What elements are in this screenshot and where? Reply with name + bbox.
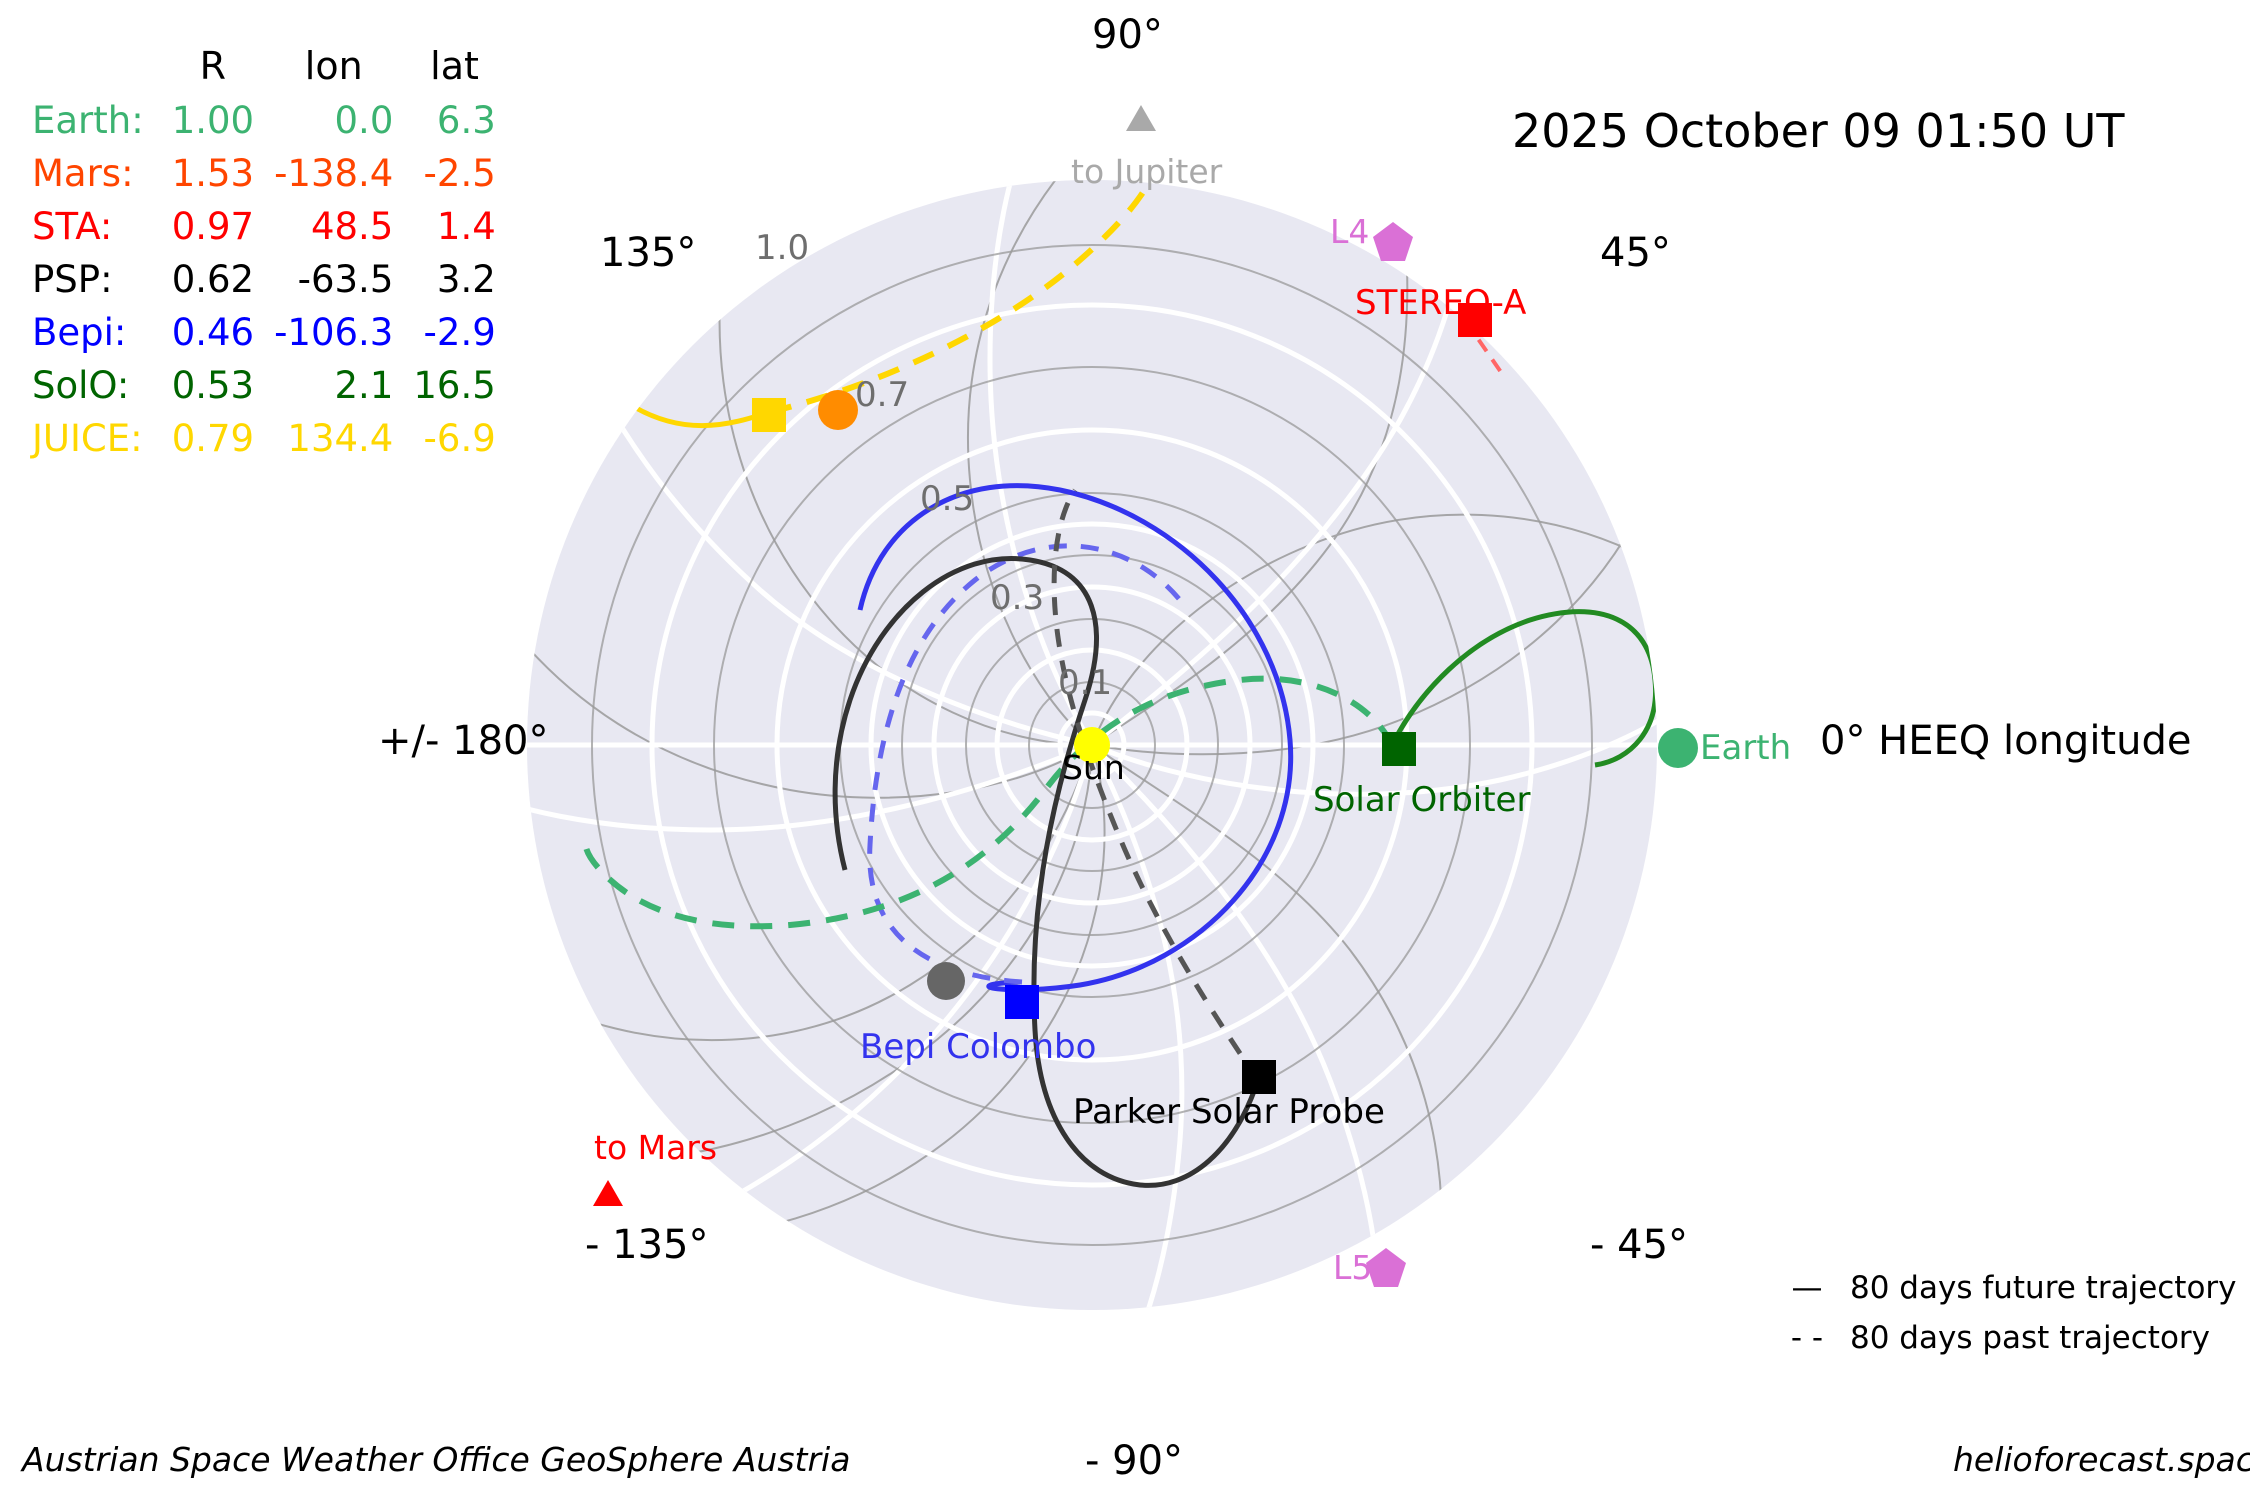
radial-tick-0-7: 0.7	[855, 375, 910, 415]
label-bepi-colombo: Bepi Colombo	[860, 1027, 1097, 1067]
parker-spiral-lines	[527, 180, 1657, 1271]
table-header-row: R lon lat	[14, 44, 506, 94]
footer-website: helioforecast.space	[1953, 1440, 2250, 1479]
label-to-mars: to Mars	[594, 1128, 718, 1167]
label-stereo-a: STEREO-A	[1355, 283, 1527, 323]
row-lat: -6.9	[423, 417, 496, 460]
row-r: 1.53	[171, 152, 255, 195]
trajectory-juice-past	[769, 180, 1158, 415]
dashed-line-icon: - -	[1790, 1320, 1824, 1356]
marker-sun[interactable]	[1074, 727, 1110, 763]
row-lat: 3.2	[436, 258, 496, 301]
range-rings-thin	[591, 244, 1593, 1246]
marker-bepi-colombo[interactable]	[1005, 985, 1039, 1019]
footer-attribution: Austrian Space Weather Office GeoSphere …	[22, 1440, 851, 1479]
table-row: Bepi: 0.46 -106.3 -2.9	[14, 306, 506, 359]
axis-label-180: +/- 180°	[378, 718, 549, 764]
legend-future-label: 80 days future trajectory	[1850, 1270, 2237, 1306]
table-header-lon: lon	[304, 44, 363, 88]
label-to-jupiter: to Jupiter	[1071, 152, 1223, 191]
row-name: JUICE:	[32, 417, 143, 460]
axis-label-minus-45: - 45°	[1590, 1222, 1689, 1268]
radial-tick-0-1: 0.1	[1058, 663, 1113, 703]
row-lat: 16.5	[413, 364, 496, 407]
label-solar-orbiter: Solar Orbiter	[1313, 780, 1531, 820]
marker-stereo-a[interactable]	[1458, 303, 1492, 337]
marker-l4[interactable]	[1373, 222, 1413, 261]
table-row: SolO: 0.53 2.1 16.5	[14, 359, 506, 412]
radial-tick-1-0: 1.0	[755, 228, 810, 268]
label-l4: L4	[1330, 212, 1370, 251]
page-title: 2025 October 09 01:50 UT	[1512, 104, 2125, 158]
solid-line-icon: —	[1791, 1270, 1823, 1306]
row-name: Bepi:	[32, 311, 127, 354]
row-lon: 48.5	[310, 205, 394, 248]
label-parker-solar-probe: Parker Solar Probe	[1073, 1092, 1385, 1132]
table-row: PSP: 0.62 -63.5 3.2	[14, 253, 506, 306]
label-sun: Sun	[1062, 748, 1125, 787]
marker-mercury	[927, 962, 965, 1000]
trajectory-legend: — 80 days future trajectory - - 80 days …	[1780, 1270, 2237, 1370]
legend-item-future: — 80 days future trajectory	[1780, 1270, 2237, 1306]
marker-to-mars	[593, 1180, 623, 1206]
row-lon: 0.0	[334, 99, 394, 142]
row-name: Mars:	[32, 152, 134, 195]
row-lon: 2.1	[334, 364, 394, 407]
trajectory-solo-future	[1389, 609, 1657, 768]
row-r: 0.97	[171, 205, 255, 248]
marker-to-jupiter	[1126, 105, 1156, 131]
trajectory-bepi-future	[857, 483, 1294, 993]
row-r: 0.62	[171, 258, 255, 301]
marker-juice[interactable]	[752, 398, 786, 432]
row-r: 0.79	[171, 417, 255, 460]
legend-item-past: - - 80 days past trajectory	[1780, 1320, 2237, 1356]
table-row: STA: 0.97 48.5 1.4	[14, 200, 506, 253]
row-lat: -2.9	[423, 311, 496, 354]
axis-label-90: 90°	[1092, 12, 1163, 58]
table-row: Earth: 1.00 0.0 6.3	[14, 94, 506, 147]
radial-tick-0-5: 0.5	[920, 479, 975, 519]
row-name: STA:	[32, 205, 113, 248]
label-earth: Earth	[1700, 728, 1792, 768]
marker-orange-body[interactable]	[818, 390, 858, 430]
row-lat: 6.3	[436, 99, 496, 142]
marker-earth[interactable]	[1658, 728, 1698, 768]
axis-label-minus-90: - 90°	[1085, 1438, 1184, 1484]
row-lon: -63.5	[297, 258, 394, 301]
marker-l5[interactable]	[1366, 1248, 1406, 1287]
row-name: PSP:	[32, 258, 113, 301]
axis-label-heeq-longitude: 0° HEEQ longitude	[1820, 718, 2192, 764]
row-lat: 1.4	[436, 205, 496, 248]
legend-past-label: 80 days past trajectory	[1850, 1320, 2210, 1356]
row-r: 0.53	[171, 364, 255, 407]
row-name: Earth:	[32, 99, 144, 142]
row-r: 1.00	[171, 99, 255, 142]
marker-solar-orbiter[interactable]	[1382, 732, 1416, 766]
row-name: SolO:	[32, 364, 130, 407]
row-lat: -2.5	[423, 152, 496, 195]
table-header-r: R	[199, 44, 227, 88]
axis-label-135: 135°	[600, 230, 697, 276]
table-header-lat: lat	[430, 44, 479, 88]
radial-tick-0-3: 0.3	[990, 578, 1045, 618]
trajectory-psp-future	[832, 556, 1261, 1188]
row-r: 0.46	[171, 311, 255, 354]
trajectory-solo-past	[582, 675, 1395, 930]
row-lon: 134.4	[287, 417, 394, 460]
table-row: Mars: 1.53 -138.4 -2.5	[14, 147, 506, 200]
position-table: R lon lat Earth: 1.00 0.0 6.3 Mars: 1.53…	[14, 44, 506, 465]
trajectory-psp-past	[1051, 488, 1261, 1082]
marker-parker-solar-probe[interactable]	[1242, 1060, 1276, 1094]
label-l5: L5	[1333, 1248, 1373, 1287]
axis-label-45: 45°	[1600, 230, 1671, 276]
row-lon: -106.3	[274, 311, 394, 354]
axis-label-minus-135: - 135°	[585, 1222, 709, 1268]
row-lon: -138.4	[274, 152, 394, 195]
table-row: JUICE: 0.79 134.4 -6.9	[14, 412, 506, 465]
table-header-blank	[14, 44, 162, 94]
